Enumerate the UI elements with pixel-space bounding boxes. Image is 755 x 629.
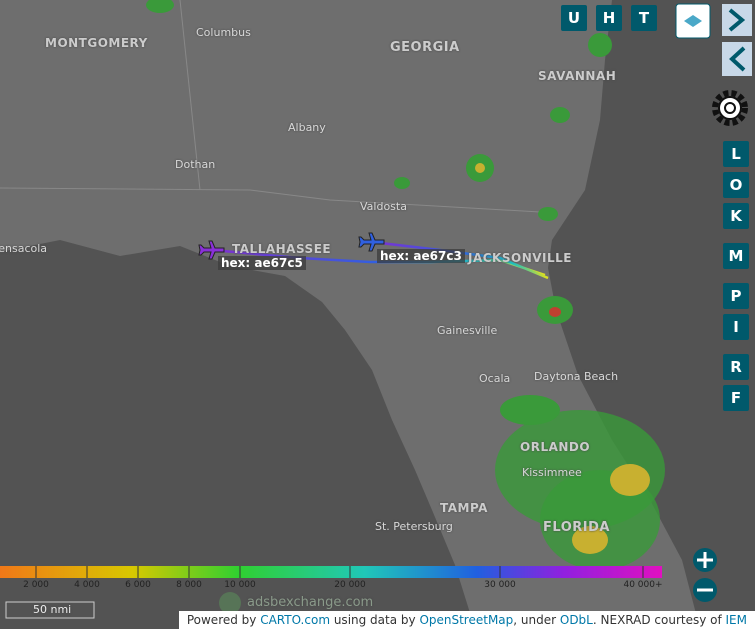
place-label: Kissimmee xyxy=(522,466,582,479)
gulf xyxy=(0,240,475,629)
zoom-in-icon xyxy=(697,552,713,568)
watermark: adsbexchange.com xyxy=(247,595,374,610)
place-label: ORLANDO xyxy=(520,440,591,454)
track xyxy=(371,240,549,280)
place-label: Columbus xyxy=(196,26,251,39)
settings-icon xyxy=(724,102,736,114)
altitude-label: 30 000 xyxy=(484,580,516,590)
attribution-link[interactable]: CARTO.com xyxy=(260,613,331,627)
expand-button[interactable] xyxy=(722,4,752,36)
altitude-bar xyxy=(0,566,662,578)
toolbar-button[interactable]: U xyxy=(561,5,587,31)
side-button[interactable]: M xyxy=(723,243,749,269)
state-border xyxy=(179,0,201,191)
side-button[interactable]: I xyxy=(723,314,749,340)
aircraft-icon[interactable] xyxy=(198,240,225,260)
altitude-label: 20 000 xyxy=(334,580,366,590)
aircraft-label[interactable]: hex: ae67c5 xyxy=(218,256,306,270)
altitude-label: 10 000 xyxy=(224,580,256,590)
aircraft-label[interactable]: hex: ae67c3 xyxy=(377,249,465,263)
attribution-text: . NEXRAD courtesy of xyxy=(592,613,726,627)
side-button[interactable]: F xyxy=(723,385,749,411)
place-label: MONTGOMERY xyxy=(45,36,148,50)
place-label: Valdosta xyxy=(360,200,407,213)
state-border xyxy=(0,187,541,213)
place-label: TAMPA xyxy=(440,501,488,515)
side-button[interactable]: L xyxy=(723,141,749,167)
collapse-icon xyxy=(729,46,746,72)
layers-icon xyxy=(684,15,702,27)
place-label: SAVANNAH xyxy=(538,69,617,83)
attribution-text: , under xyxy=(513,613,560,627)
place-label: Albany xyxy=(288,121,326,134)
side-button[interactable]: K xyxy=(723,203,749,229)
altitude-label: 40 000+ xyxy=(623,580,663,590)
side-button[interactable]: O xyxy=(723,172,749,198)
place-label: St. Petersburg xyxy=(375,520,453,533)
attribution-link[interactable]: ODbL xyxy=(559,613,593,627)
radar xyxy=(146,0,665,570)
place-label: FLORIDA xyxy=(543,520,610,535)
altitude-label: 6 000 xyxy=(125,580,151,590)
place-label: GEORGIA xyxy=(390,40,460,55)
scale-bar xyxy=(5,601,95,619)
altitude-label: 2 000 xyxy=(23,580,49,590)
collapse-button[interactable] xyxy=(722,42,752,76)
place-label: Ocala xyxy=(479,372,511,385)
attribution-text: Powered by xyxy=(186,613,261,627)
side-button[interactable]: P xyxy=(723,283,749,309)
aircraft-icon[interactable] xyxy=(358,232,385,252)
attribution-text: using data by xyxy=(330,613,420,627)
atlantic xyxy=(548,0,755,629)
place-label: JACKSONVILLE xyxy=(468,251,572,265)
place-label: TALLAHASSEE xyxy=(232,242,332,256)
settings-icon xyxy=(718,96,742,120)
side-button[interactable]: R xyxy=(723,354,749,380)
altitude-ticks xyxy=(35,566,644,578)
place-label: Daytona Beach xyxy=(534,370,619,383)
attribution-link[interactable]: IEM xyxy=(725,613,747,627)
attribution: Powered by CARTO.com using data by OpenS… xyxy=(178,611,755,629)
altitude-label: 8 000 xyxy=(176,580,202,590)
toolbar-button[interactable]: T xyxy=(631,5,657,31)
settings-button[interactable] xyxy=(712,90,748,126)
altitude-label: 4 000 xyxy=(74,580,100,590)
watermark-logo xyxy=(219,592,241,614)
place-label: Dothan xyxy=(175,158,216,171)
place-label: Gainesville xyxy=(437,324,498,337)
attribution-link[interactable]: OpenStreetMap xyxy=(419,613,514,627)
toolbar-button[interactable]: H xyxy=(596,5,622,31)
expand-icon xyxy=(728,8,746,32)
scale-label: 50 nmi xyxy=(33,603,72,616)
place-label: Pensacola xyxy=(0,242,48,255)
